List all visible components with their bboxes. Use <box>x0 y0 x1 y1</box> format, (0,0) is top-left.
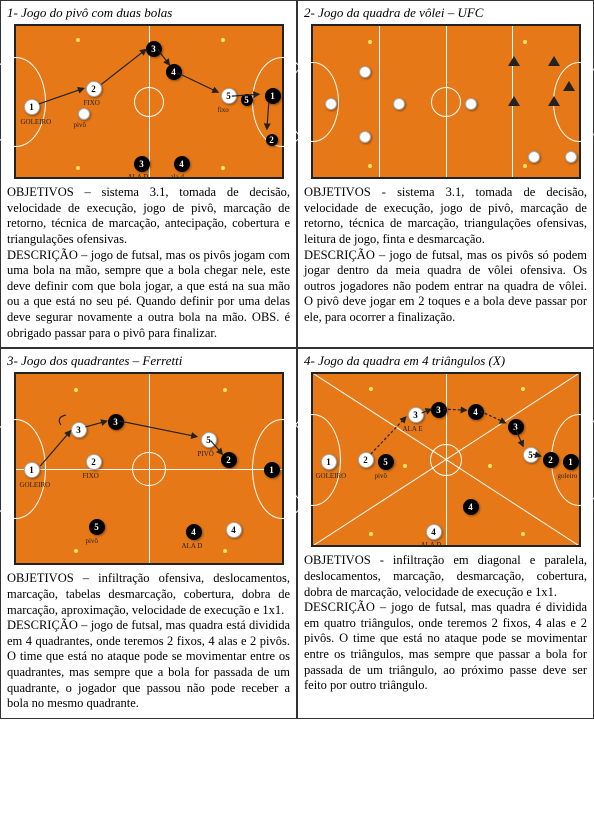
cone <box>563 81 575 91</box>
cone <box>508 96 520 106</box>
cell-4: 4- Jogo da quadra em 4 triângulos (X) <box>297 348 594 719</box>
desc-3: DESCRIÇÃO – jogo de futsal, mas quadra e… <box>7 618 290 712</box>
p: 3 <box>108 414 124 430</box>
p: 2 <box>543 452 559 468</box>
p <box>325 98 337 110</box>
p: 5 <box>201 432 217 448</box>
p: 4 <box>166 64 182 80</box>
obj-3: OBJETIVOS – infiltração ofensiva, desloc… <box>7 571 290 618</box>
field-wrap-2 <box>304 24 587 179</box>
p: 4 <box>186 524 202 540</box>
p: 2 <box>358 452 374 468</box>
p <box>359 131 371 143</box>
p <box>528 151 540 163</box>
p: 1 <box>264 462 280 478</box>
field-2 <box>311 24 581 179</box>
p: 5 <box>523 447 539 463</box>
cell-1: 1- Jogo do pivô com duas bolas 1 GOLEIRO… <box>0 0 297 348</box>
p: 1 <box>321 454 337 470</box>
p <box>565 151 577 163</box>
p: 2 <box>266 134 278 146</box>
p: 2 <box>221 452 237 468</box>
field-1: 1 GOLEIRO 2 FIXO pivô 3 4 3 ALA D 4 ala … <box>14 24 284 179</box>
obj-2: OBJETIVOS - sistema 3.1, tomada de decis… <box>304 185 587 248</box>
desc-1: DESCRIÇÃO – jogo de futsal, mas os pivôs… <box>7 248 290 342</box>
p <box>393 98 405 110</box>
p: 5 <box>221 88 237 104</box>
p: 1 <box>563 454 579 470</box>
cell-3: 3- Jogo dos quadrantes – Ferretti 1 GOLE… <box>0 348 297 719</box>
title-3: 3- Jogo dos quadrantes – Ferretti <box>7 353 290 369</box>
p: 3 <box>431 402 447 418</box>
title-1: 1- Jogo do pivô com duas bolas <box>7 5 290 21</box>
p <box>78 108 90 120</box>
title-4: 4- Jogo da quadra em 4 triângulos (X) <box>304 353 587 369</box>
p: 1 <box>265 88 281 104</box>
p: 5 <box>378 454 394 470</box>
field-wrap-1: 1 GOLEIRO 2 FIXO pivô 3 4 3 ALA D 4 ala … <box>7 24 290 179</box>
p: 4 <box>426 524 442 540</box>
title-2: 2- Jogo da quadra de vôlei – UFC <box>304 5 587 21</box>
obj-1: OBJETIVOS – sistema 3.1, tomada de decis… <box>7 185 290 248</box>
p: 4 <box>174 156 190 172</box>
cone <box>548 56 560 66</box>
cone <box>508 56 520 66</box>
p: 1 <box>24 99 40 115</box>
p: 1 <box>24 462 40 478</box>
field-wrap-3: 1 GOLEIRO 3 3 2 FIXO 5 pivô 5 PIVÔ 2 4 4… <box>7 372 290 565</box>
p: 5 <box>89 519 105 535</box>
field-4: 1 GOLEIRO 2 5 pivô 3 ALA E 3 4 3 5 2 1 g… <box>311 372 581 547</box>
field-3: 1 GOLEIRO 3 3 2 FIXO 5 pivô 5 PIVÔ 2 4 4… <box>14 372 284 565</box>
p: 2 <box>86 454 102 470</box>
p: 5 <box>241 94 253 106</box>
field-wrap-4: 1 GOLEIRO 2 5 pivô 3 ALA E 3 4 3 5 2 1 g… <box>304 372 587 547</box>
p <box>359 66 371 78</box>
p <box>465 98 477 110</box>
p: 4 <box>468 404 484 420</box>
obj-4: OBJETIVOS - infiltração em diagonal e pa… <box>304 553 587 600</box>
p: 4 <box>226 522 242 538</box>
cell-2: 2- Jogo da quadra de vôlei – UFC <box>297 0 594 348</box>
p: 2 <box>86 81 102 97</box>
p: 3 <box>508 419 524 435</box>
p: 4 <box>463 499 479 515</box>
exercise-grid: 1- Jogo do pivô com duas bolas 1 GOLEIRO… <box>0 0 594 719</box>
p: 3 <box>146 41 162 57</box>
desc-4: DESCRIÇÃO – jogo de futsal, mas quadra é… <box>304 600 587 694</box>
p: 3 <box>134 156 150 172</box>
p: 3 <box>408 407 424 423</box>
cone <box>548 96 560 106</box>
p: 3 <box>71 422 87 438</box>
desc-2: DESCRIÇÃO – jogo de futsal, mas os pivôs… <box>304 248 587 326</box>
